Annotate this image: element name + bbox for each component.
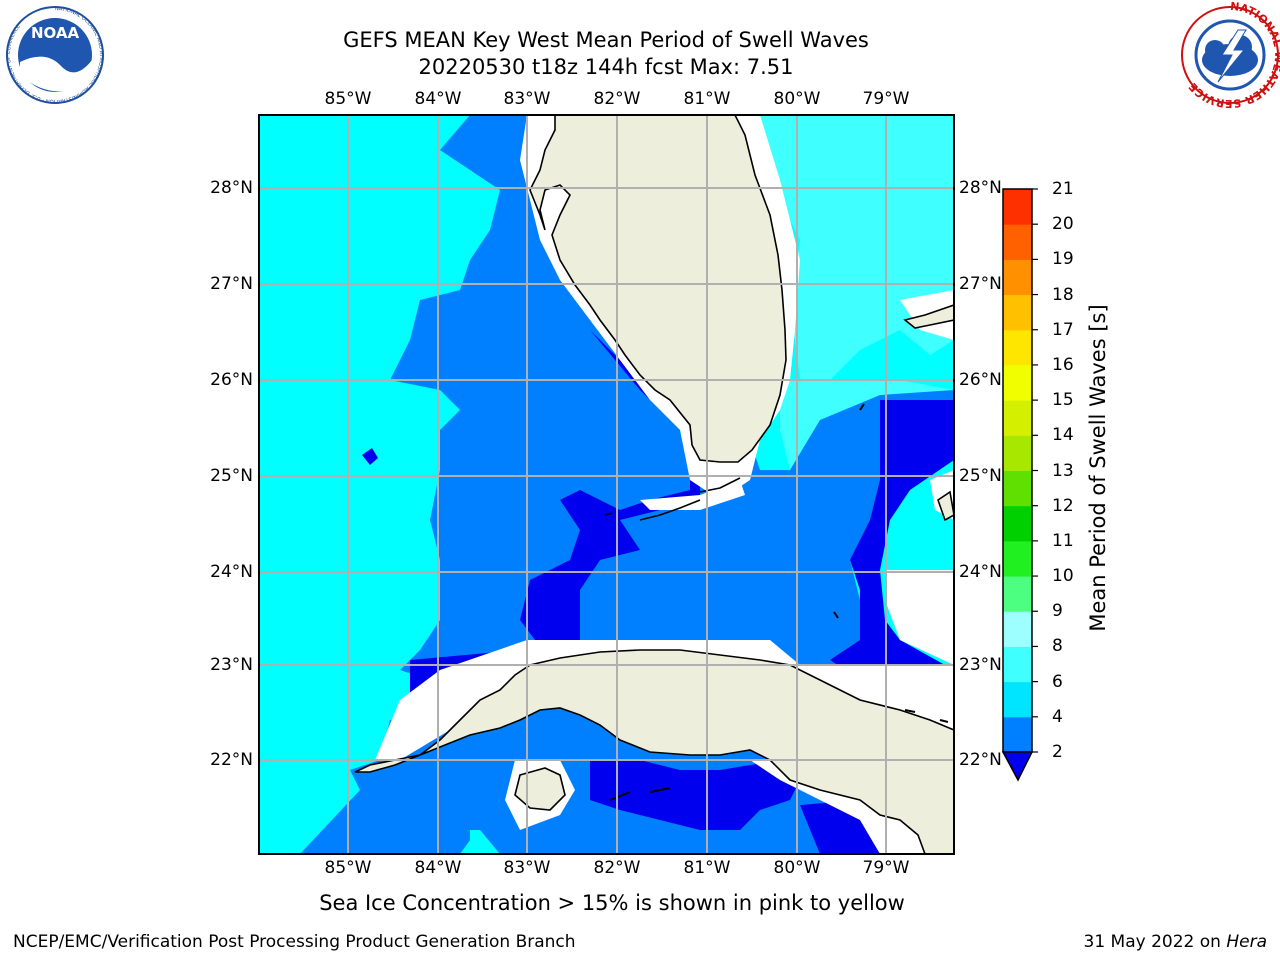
land-cuba xyxy=(354,649,954,854)
noaa-logo: NATIONAL OCEANIC AND ATMOSPHERIC ADMINIS… xyxy=(6,6,104,104)
lon-label-top: 85°W xyxy=(324,89,372,109)
colorbar-tick-label: 2 xyxy=(1052,742,1063,762)
lon-label-bottom: 85°W xyxy=(324,858,372,878)
chart-title: GEFS MEAN Key West Mean Period of Swell … xyxy=(343,28,869,52)
lat-label-right: 25°N xyxy=(959,466,1002,486)
colorbar-tick-label: 20 xyxy=(1052,214,1074,235)
colorbar-segment xyxy=(1003,576,1032,612)
land-grand-bahama xyxy=(903,304,954,329)
sea-ice-note: Sea Ice Concentration > 15% is shown in … xyxy=(319,891,905,915)
lat-label-right: 28°N xyxy=(959,178,1002,198)
land-andros xyxy=(937,490,954,522)
colorbar-segment xyxy=(1003,716,1032,753)
lat-label-left: 27°N xyxy=(210,274,253,294)
land-florida xyxy=(529,115,787,463)
colorbar-segment xyxy=(1003,329,1032,366)
lat-label-right: 27°N xyxy=(959,274,1002,294)
colorbar-segment xyxy=(1003,189,1032,225)
colorbar-segment xyxy=(1003,505,1032,542)
colorbar-tick-label: 4 xyxy=(1052,706,1063,727)
lon-label-top: 79°W xyxy=(862,89,910,109)
colorbar-under-arrow xyxy=(1001,751,1034,782)
colorbar-tick-label: 14 xyxy=(1052,425,1074,446)
footer-host: Hera xyxy=(1226,932,1267,952)
colorbar-segment xyxy=(1003,259,1032,296)
graticule xyxy=(259,115,954,854)
mask-keys xyxy=(640,480,745,510)
colorbar-tick-label: 10 xyxy=(1052,566,1074,587)
colorbar-tick-label: 15 xyxy=(1052,390,1074,411)
colorbar-tick-label: 13 xyxy=(1052,460,1074,481)
nws-logo: NATIONAL WEATHER SERVICE xyxy=(1181,0,1280,110)
colorbar-label: Mean Period of Swell Waves [s] xyxy=(1086,304,1110,632)
colorbar-tick-label: 6 xyxy=(1052,671,1063,692)
footer-date-text: 31 May 2022 on xyxy=(1083,932,1227,952)
lon-label-bottom: 82°W xyxy=(593,858,641,878)
footer-credit: NCEP/EMC/Verification Post Processing Pr… xyxy=(13,932,576,952)
colorbar-segment xyxy=(1003,224,1032,260)
colorbar-tick-label: 8 xyxy=(1052,636,1063,657)
colorbar-segment xyxy=(1003,646,1032,683)
lon-label-bottom: 81°W xyxy=(683,858,731,878)
lat-label-right: 22°N xyxy=(959,750,1002,770)
colorbar-tick-label: 17 xyxy=(1052,319,1074,340)
colorbar-tick-label: 9 xyxy=(1052,601,1063,622)
colorbar-segment xyxy=(1003,681,1032,718)
footer-date: 31 May 2022 on Hera xyxy=(1084,932,1268,952)
lat-label-left: 23°N xyxy=(210,655,253,675)
colorbar-tick-label: 11 xyxy=(1052,530,1074,551)
svg-text:NOAA: NOAA xyxy=(31,24,80,42)
colorbar-tick-label: 18 xyxy=(1052,284,1074,305)
mask-cuba xyxy=(375,640,954,760)
swell-region-dark-south xyxy=(590,760,800,830)
swell-region-dark-spot xyxy=(362,448,378,465)
lat-label-right: 24°N xyxy=(959,562,1002,582)
swell-region-cyan2 xyxy=(750,115,954,380)
lat-label-left: 28°N xyxy=(210,178,253,198)
swell-region-dark-west-florida xyxy=(520,330,700,640)
colorbar-segment xyxy=(1003,470,1032,507)
colorbar-segment xyxy=(1003,400,1032,436)
lon-label-bottom: 79°W xyxy=(862,858,910,878)
lon-label-bottom: 83°W xyxy=(503,858,551,878)
mask-bahamas xyxy=(885,570,954,665)
colorbar-tick-label: 16 xyxy=(1052,354,1074,375)
lon-label-bottom: 84°W xyxy=(414,858,462,878)
chart-subtitle-forecast: 20220530 t18z 144h fcst Max: 7.51 xyxy=(418,55,794,79)
small-islands xyxy=(609,403,949,801)
lon-label-top: 81°W xyxy=(683,89,731,109)
map-frame xyxy=(258,114,955,855)
lon-label-top: 84°W xyxy=(414,89,462,109)
colorbar-segment xyxy=(1003,435,1032,471)
lat-label-left: 26°N xyxy=(210,370,253,390)
lat-label-right: 23°N xyxy=(959,655,1002,675)
colorbar-segment xyxy=(1003,364,1032,401)
lat-label-left: 24°N xyxy=(210,562,253,582)
map-area xyxy=(259,115,954,854)
lon-label-bottom: 80°W xyxy=(773,858,821,878)
lon-label-top: 80°W xyxy=(773,89,821,109)
colorbar-segment xyxy=(1003,294,1032,331)
colorbar-tick-label: 21 xyxy=(1052,179,1074,199)
lon-label-top: 83°W xyxy=(503,89,551,109)
colorbar-tick-label: 12 xyxy=(1052,495,1074,516)
lat-label-left: 22°N xyxy=(210,750,253,770)
lon-label-top: 82°W xyxy=(593,89,641,109)
lat-label-right: 26°N xyxy=(959,370,1002,390)
lat-label-left: 25°N xyxy=(210,466,253,486)
colorbar-tick-label: 19 xyxy=(1052,249,1074,270)
colorbar-segment xyxy=(1003,611,1032,647)
colorbar-segment xyxy=(1003,540,1032,577)
